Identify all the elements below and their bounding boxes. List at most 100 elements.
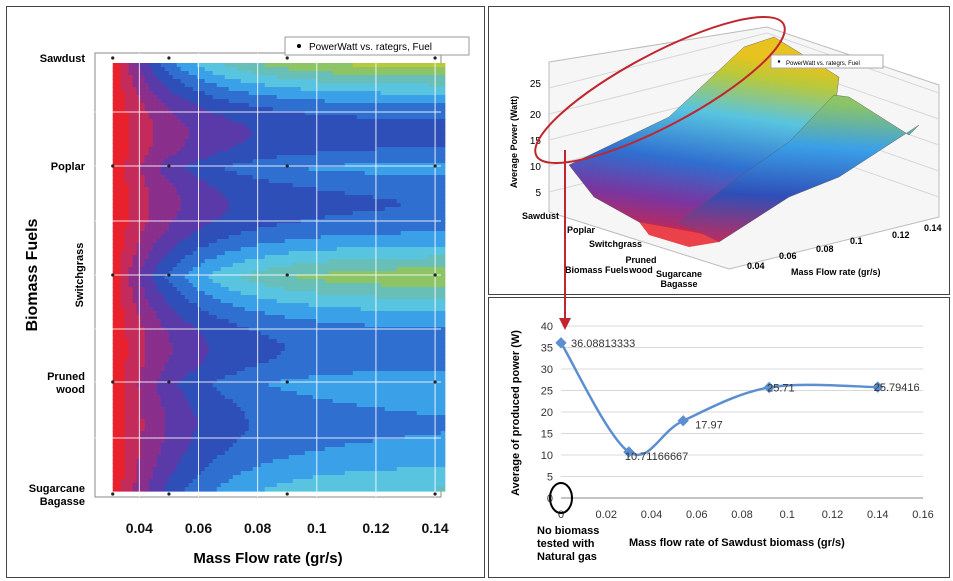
- contour-cell: [192, 95, 198, 100]
- contour-cell: [192, 483, 198, 488]
- contour-cell: [248, 91, 254, 96]
- contour-cell: [280, 475, 286, 480]
- contour-cell: [244, 191, 250, 196]
- contour-cell: [212, 367, 218, 372]
- contour-cell: [236, 391, 242, 396]
- contour-cell: [184, 107, 190, 112]
- contour-cell: [244, 351, 250, 356]
- contour-cell: [252, 115, 258, 120]
- contour-cell: [152, 299, 158, 304]
- contour-cell: [112, 67, 118, 72]
- contour-cell: [220, 303, 226, 308]
- contour-cell: [220, 299, 226, 304]
- contour-cell: [292, 123, 298, 128]
- contour-cell: [148, 115, 154, 120]
- contour-cell: [160, 435, 166, 440]
- contour-cell: [272, 67, 278, 72]
- contour-cell: [272, 463, 278, 468]
- contour-cell: [116, 295, 122, 300]
- contour-cell: [216, 203, 222, 208]
- contour-cell: [280, 231, 286, 236]
- contour-cell: [148, 151, 154, 156]
- contour-cell: [240, 231, 246, 236]
- contour-cell: [228, 319, 234, 324]
- contour-cell: [268, 387, 274, 392]
- contour-cell: [208, 179, 214, 184]
- contour-cell: [200, 479, 206, 484]
- contour-cell: [256, 231, 262, 236]
- contour-cell: [112, 195, 118, 200]
- contour-cell: [292, 407, 298, 412]
- contour-cell: [152, 347, 158, 352]
- contour-cell: [276, 99, 282, 104]
- contour-cell: [200, 311, 206, 316]
- contour-cell: [196, 139, 202, 144]
- contour-cell: [144, 363, 150, 368]
- contour-cell: [208, 87, 214, 92]
- contour-cell: [252, 243, 258, 248]
- contour-cell: [256, 347, 262, 352]
- contour-cell: [132, 243, 138, 248]
- contour-cell: [212, 223, 218, 228]
- contour-cell: [148, 251, 154, 256]
- contour-cell: [268, 395, 274, 400]
- contour-cell: [120, 155, 126, 160]
- contour-cell: [112, 407, 118, 412]
- contour-cell: [200, 255, 206, 260]
- contour-cell: [164, 259, 170, 264]
- contour-cell: [200, 391, 206, 396]
- contour-cell: [140, 275, 146, 280]
- contour-cell: [228, 395, 234, 400]
- contour-cell: [124, 303, 130, 308]
- contour-cell: [204, 435, 210, 440]
- contour-cell: [168, 303, 174, 308]
- contour-cell: [232, 475, 238, 480]
- contour-cell: [228, 151, 234, 156]
- contour-cell: [228, 75, 234, 80]
- contour-cell: [208, 435, 214, 440]
- contour-cell: [156, 187, 162, 192]
- contour-cell: [288, 187, 294, 192]
- contour-cell: [212, 267, 218, 272]
- contour-cell: [268, 87, 274, 92]
- contour-cell: [228, 303, 234, 308]
- contour-cell: [204, 243, 210, 248]
- contour-cell: [204, 339, 210, 344]
- contour-cell: [160, 423, 166, 428]
- contour-cell: [228, 375, 234, 380]
- contour-cell: [240, 91, 246, 96]
- contour-cell: [140, 391, 146, 396]
- contour-cell: [244, 279, 250, 284]
- contour-cell: [252, 443, 258, 448]
- contour-cell: [256, 131, 262, 136]
- contour-cell: [160, 311, 166, 316]
- contour-cell: [284, 123, 290, 128]
- contour-cell: [156, 139, 162, 144]
- contour-cell: [268, 279, 274, 284]
- contour-cell: [120, 267, 126, 272]
- contour-cell: [140, 71, 146, 76]
- contour-cell: [240, 475, 246, 480]
- contour-cell: [256, 311, 262, 316]
- contour-cell: [184, 91, 190, 96]
- contour-cell: [152, 439, 158, 444]
- contour-cell: [140, 379, 146, 384]
- contour-cell: [160, 419, 166, 424]
- contour-cell: [252, 227, 258, 232]
- contour-cell: [268, 299, 274, 304]
- contour-cell: [240, 387, 246, 392]
- contour-cell: [156, 399, 162, 404]
- contour-cell: [160, 459, 166, 464]
- contour-cell: [280, 155, 286, 160]
- contour-cell: [296, 283, 302, 288]
- contour-cell: [292, 427, 298, 432]
- contour-cell: [276, 115, 282, 120]
- contour-cell: [116, 243, 122, 248]
- contour-cell: [204, 195, 210, 200]
- contour-cell: [184, 463, 190, 468]
- contour-cell: [248, 63, 254, 68]
- contour-cell: [196, 291, 202, 296]
- contour-cell: [244, 155, 250, 160]
- contour-cell: [216, 199, 222, 204]
- contour-cell: [164, 135, 170, 140]
